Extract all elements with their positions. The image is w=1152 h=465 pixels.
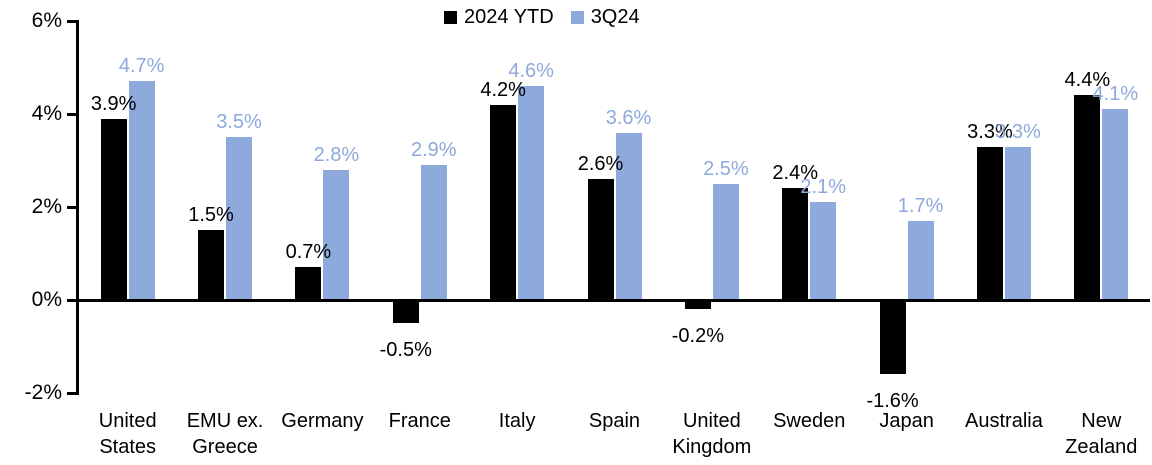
bar-data-label: 4.2% bbox=[480, 78, 526, 101]
legend-label-3q24: 3Q24 bbox=[590, 6, 640, 28]
legend-label-2024-ytd: 2024 YTD bbox=[464, 6, 554, 28]
bar-data-label: 4.1% bbox=[1092, 83, 1139, 106]
bar-data-label: 3.3% bbox=[967, 120, 1013, 143]
y-axis-tick-label: 6% bbox=[31, 9, 62, 32]
bar bbox=[879, 300, 906, 375]
bar bbox=[810, 202, 837, 300]
bar-data-label: 2.9% bbox=[410, 139, 457, 162]
bar bbox=[420, 165, 447, 300]
y-axis-tick-mark bbox=[67, 392, 77, 395]
bar-data-label: 2.4% bbox=[772, 162, 819, 185]
legend-swatch-2024-ytd bbox=[444, 10, 457, 24]
bar bbox=[100, 118, 127, 300]
bar bbox=[226, 137, 253, 300]
y-axis-line bbox=[76, 20, 79, 395]
category-label: Sweden bbox=[773, 410, 846, 432]
bar-data-label: 4.7% bbox=[118, 55, 165, 78]
bar-data-label: 4.6% bbox=[508, 60, 554, 83]
bar bbox=[128, 81, 155, 300]
bar-data-label: 3.5% bbox=[216, 111, 262, 134]
category-label: France bbox=[388, 410, 451, 432]
bar-data-label: 3.3% bbox=[995, 120, 1041, 143]
category-label: Italy bbox=[498, 410, 536, 432]
bar-data-label: -0.5% bbox=[379, 339, 432, 362]
category-label: United Kingdom bbox=[672, 410, 752, 458]
bar bbox=[907, 220, 934, 300]
bar bbox=[587, 179, 614, 300]
bar-data-label: 2.6% bbox=[577, 153, 624, 176]
bar bbox=[518, 86, 545, 300]
bar-data-label: 3.9% bbox=[90, 92, 137, 115]
bar bbox=[392, 300, 419, 324]
category-label: Australia bbox=[965, 410, 1043, 432]
y-axis-tick-mark bbox=[67, 299, 77, 302]
bar-data-label: -0.2% bbox=[671, 325, 724, 348]
bar-data-label: 4.4% bbox=[1064, 69, 1111, 92]
category-label: New Zealand bbox=[1065, 410, 1138, 458]
category-label: United States bbox=[98, 410, 157, 458]
bar-data-label: -1.6% bbox=[866, 390, 919, 413]
bar bbox=[1074, 95, 1101, 300]
x-axis-line bbox=[76, 299, 1150, 302]
y-axis-tick-label: 0% bbox=[31, 288, 62, 311]
bar bbox=[323, 169, 350, 300]
y-axis-tick-mark bbox=[67, 20, 77, 23]
bar-data-label: 1.7% bbox=[897, 194, 944, 217]
legend-swatch-3q24 bbox=[570, 10, 584, 24]
legend-item-2024-ytd: 2024 YTD bbox=[444, 5, 554, 29]
bar bbox=[782, 188, 809, 300]
bar bbox=[1102, 109, 1129, 300]
bar-data-label: 1.5% bbox=[188, 204, 234, 227]
bar bbox=[1004, 146, 1031, 300]
bar bbox=[198, 230, 225, 300]
y-axis-tick-mark bbox=[67, 113, 77, 116]
bar bbox=[295, 267, 322, 300]
y-axis-tick-label: -2% bbox=[24, 381, 62, 404]
bar bbox=[684, 300, 711, 310]
bar-data-label: 2.1% bbox=[800, 176, 847, 199]
bar-data-label: 0.7% bbox=[285, 241, 332, 264]
y-axis-tick-label: 4% bbox=[31, 102, 62, 125]
y-axis-tick-mark bbox=[67, 206, 77, 209]
category-label: Spain bbox=[588, 410, 641, 432]
bar-data-label: 2.5% bbox=[703, 157, 749, 180]
bar-data-label: 3.6% bbox=[605, 106, 652, 129]
bar bbox=[615, 132, 642, 300]
category-label: EMU ex. Greece bbox=[186, 410, 264, 458]
bar bbox=[490, 104, 517, 300]
y-axis-tick-label: 2% bbox=[31, 195, 62, 218]
bar bbox=[712, 183, 739, 300]
legend: 2024 YTD 3Q24 bbox=[444, 4, 640, 30]
category-label: Germany bbox=[281, 410, 364, 432]
bar bbox=[976, 146, 1003, 300]
legend-item-3q24: 3Q24 bbox=[570, 5, 640, 29]
category-label: Japan bbox=[879, 410, 934, 432]
bar-data-label: 2.8% bbox=[313, 143, 360, 166]
